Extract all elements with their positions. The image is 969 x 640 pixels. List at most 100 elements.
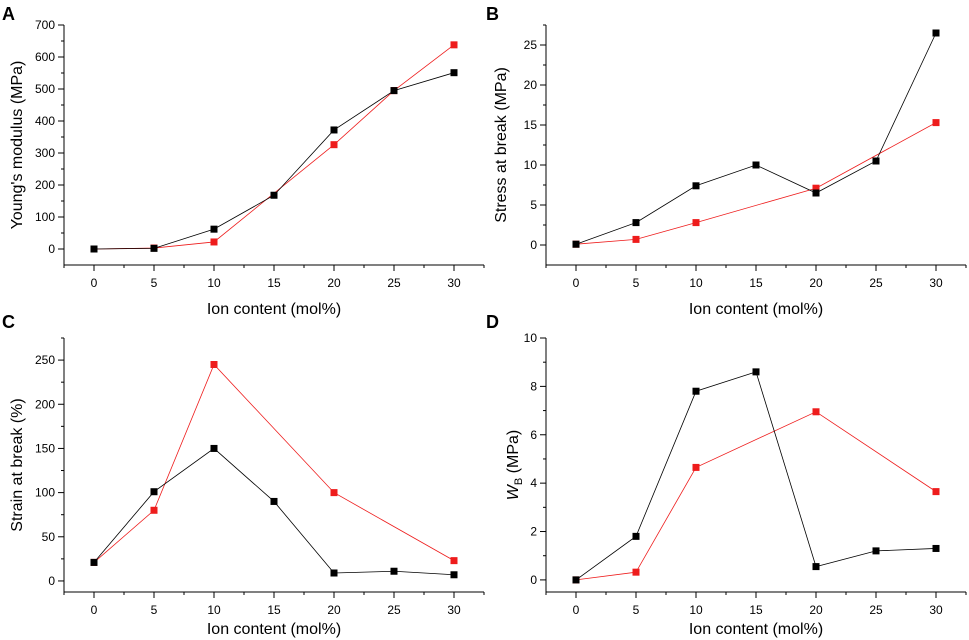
x-tick-label-c: 25	[387, 603, 401, 617]
x-tick-label-d: 25	[869, 603, 883, 617]
x-tick-label-d: 10	[689, 603, 703, 617]
x-tick-label-d: 0	[573, 603, 580, 617]
y-tick-label-b: 15	[524, 118, 538, 132]
data-point-red-c	[450, 557, 458, 565]
data-point-black-b	[632, 219, 640, 227]
y-tick-label-d: 4	[530, 476, 537, 490]
data-point-black-b	[572, 240, 580, 248]
y-tick-label-a: 200	[35, 178, 55, 192]
x-tick-label-c: 5	[151, 603, 158, 617]
data-point-red-c	[330, 489, 338, 497]
y-tick-label-d: 2	[530, 525, 537, 539]
data-point-black-c	[270, 497, 278, 505]
data-point-black-a	[330, 126, 338, 134]
x-tick-label-d: 20	[809, 603, 823, 617]
data-point-red-a	[210, 238, 218, 246]
data-point-red-d	[692, 463, 700, 471]
x-tick-label-c: 20	[327, 603, 341, 617]
y-axis-title-d-suffix: (MPa)	[505, 430, 522, 478]
y-tick-label-d: 10	[524, 331, 538, 345]
y-axis-title-d: WB (MPa)	[505, 430, 525, 500]
x-tick-label-a: 25	[387, 276, 401, 290]
data-point-red-b	[692, 219, 700, 227]
data-point-black-b	[692, 182, 700, 190]
panel-letter-d: D	[486, 312, 499, 332]
data-point-black-d	[932, 544, 940, 552]
x-tick-label-a: 10	[207, 276, 221, 290]
series-line-red-a	[93, 44, 455, 250]
y-axis-title-b: Stress at break (MPa)	[493, 67, 510, 223]
data-point-black-c	[90, 558, 98, 566]
y-tick-label-d: 8	[530, 379, 537, 393]
data-point-black-a	[210, 225, 218, 233]
x-tick-label-a: 0	[91, 276, 98, 290]
y-tick-label-c: 150	[35, 441, 55, 455]
data-point-red-d	[812, 408, 820, 416]
panel-letter-b: B	[486, 4, 499, 24]
data-point-red-b	[632, 235, 640, 243]
panel-b: B 0 5 10 15 20 25 30 0 5 10 15 20 25 Ion content (mo…	[486, 4, 967, 318]
y-tick-label-a: 300	[35, 146, 55, 160]
x-tick-label-a: 20	[327, 276, 341, 290]
series-line-red-b	[575, 122, 937, 245]
y-tick-label-b: 10	[524, 158, 538, 172]
x-tick-label-b: 0	[573, 276, 580, 290]
y-tick-label-d: 6	[530, 428, 537, 442]
y-tick-label-b: 5	[530, 198, 537, 212]
x-tick-label-a: 15	[267, 276, 281, 290]
data-point-black-d	[692, 387, 700, 395]
data-point-red-c	[210, 361, 218, 369]
x-tick-label-c: 0	[91, 603, 98, 617]
y-tick-label-c: 100	[35, 486, 55, 500]
data-point-red-b	[932, 119, 940, 127]
data-point-black-a	[270, 191, 278, 199]
y-tick-label-a: 100	[35, 210, 55, 224]
data-point-red-a	[450, 41, 458, 49]
data-point-black-d	[632, 532, 640, 540]
y-tick-label-c: 200	[35, 397, 55, 411]
data-point-black-a	[150, 244, 158, 252]
data-point-black-d	[572, 576, 580, 584]
plot-area-d: 0 5 10 15 20 25 30 0 2 4 6 8 10	[524, 331, 967, 617]
data-point-black-a	[90, 245, 98, 253]
y-tick-label-c: 50	[42, 530, 56, 544]
data-point-black-d	[752, 368, 760, 376]
x-tick-label-b: 15	[749, 276, 763, 290]
series-line-black-c	[93, 447, 455, 576]
y-tick-label-a: 700	[35, 18, 55, 32]
x-axis-title-d: Ion content (mol%)	[689, 621, 823, 638]
data-point-black-a	[450, 69, 458, 77]
panel-d: D 0 5 10 15 20 25 30 0 2 4 6 8 10 Ion content (mol%)…	[486, 312, 967, 638]
data-point-black-b	[752, 161, 760, 169]
x-tick-label-b: 10	[689, 276, 703, 290]
data-point-red-c	[150, 506, 158, 514]
y-tick-label-a: 600	[35, 50, 55, 64]
x-tick-label-b: 25	[869, 276, 883, 290]
x-tick-label-c: 30	[447, 603, 461, 617]
data-point-black-b	[812, 189, 820, 197]
panel-c: C 0 5 10 15 20 25 30 0 50 100 150 200 250 Ion conten…	[2, 312, 485, 638]
x-tick-label-b: 30	[929, 276, 943, 290]
x-tick-label-a: 5	[151, 276, 158, 290]
data-point-black-c	[150, 488, 158, 496]
series-line-red-c	[93, 363, 455, 563]
x-tick-label-a: 30	[447, 276, 461, 290]
data-point-red-b	[812, 184, 820, 192]
y-tick-label-b: 25	[524, 38, 538, 52]
y-tick-label-a: 0	[48, 242, 55, 256]
x-axis-title-b: Ion content (mol%)	[689, 301, 823, 318]
y-tick-label-c: 0	[48, 574, 55, 588]
data-point-red-a	[330, 141, 338, 149]
y-tick-label-a: 400	[35, 114, 55, 128]
y-axis-title-a: Young's modulus (MPa)	[9, 61, 26, 230]
x-tick-label-c: 10	[207, 603, 221, 617]
series-line-black-d	[575, 371, 937, 581]
data-point-black-c	[330, 569, 338, 577]
series-line-black-a	[93, 72, 455, 250]
data-point-red-d	[632, 568, 640, 576]
y-tick-label-b: 0	[530, 238, 537, 252]
x-axis-title-a: Ion content (mol%)	[207, 301, 341, 318]
